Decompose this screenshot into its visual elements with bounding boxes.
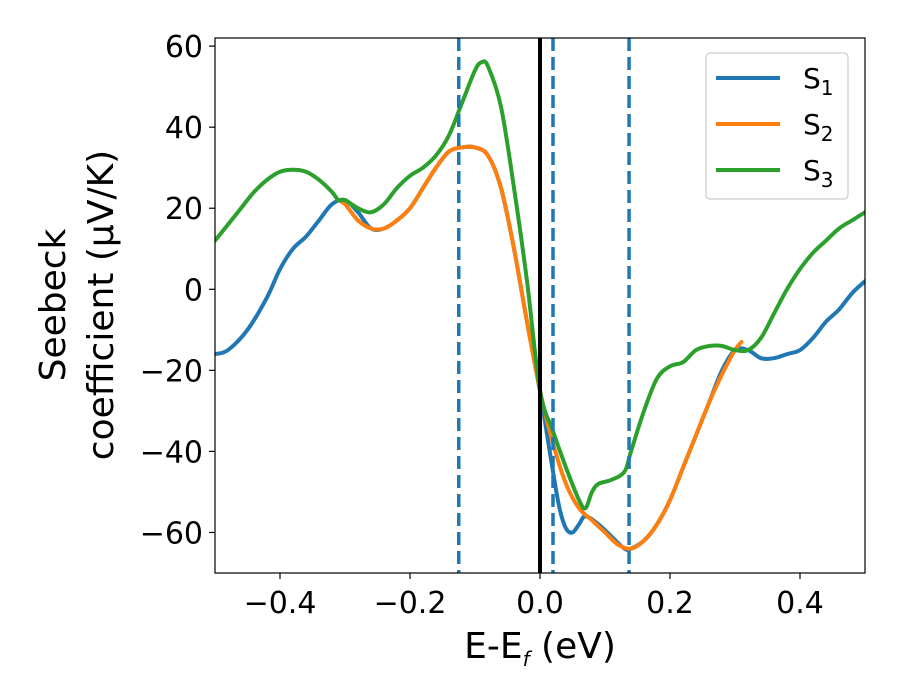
x-tick-label: −0.4 (244, 586, 317, 621)
y-axis-title-line-2: coefficient (μV/K) (81, 150, 122, 460)
x-axis-title: E-Ef (eV) (464, 626, 616, 671)
y-axis-title-line-1: Seebeck (33, 228, 74, 381)
legend-items: S1 S2 S3 (716, 62, 834, 192)
legend-label-1: S1 (803, 62, 834, 100)
legend-label-2: S2 (803, 108, 834, 146)
x-tick-label: 0.4 (776, 586, 824, 621)
x-tick-label: 0.0 (516, 586, 564, 621)
y-axis-ticks: −60 −40 −20 0 20 40 60 (140, 30, 215, 551)
vertical-reference-lines (457, 38, 631, 573)
y-tick-label: 60 (165, 30, 203, 65)
y-axis-title: Seebeck coefficient (μV/K) (33, 150, 122, 460)
series-line-3 (215, 59, 865, 511)
y-tick-label: −40 (140, 435, 203, 470)
legend-label-3: S3 (803, 154, 834, 192)
x-tick-label: 0.2 (646, 586, 694, 621)
legend: S1 S2 S3 (705, 52, 849, 200)
y-tick-label: 40 (165, 111, 203, 146)
x-tick-label: −0.2 (374, 586, 447, 621)
y-tick-label: 20 (165, 192, 203, 227)
y-tick-label: 0 (184, 273, 203, 308)
x-axis-ticks: −0.4 −0.2 0.0 0.2 0.4 (244, 573, 824, 621)
y-tick-label: −60 (140, 516, 203, 551)
y-tick-label: −20 (140, 354, 203, 389)
